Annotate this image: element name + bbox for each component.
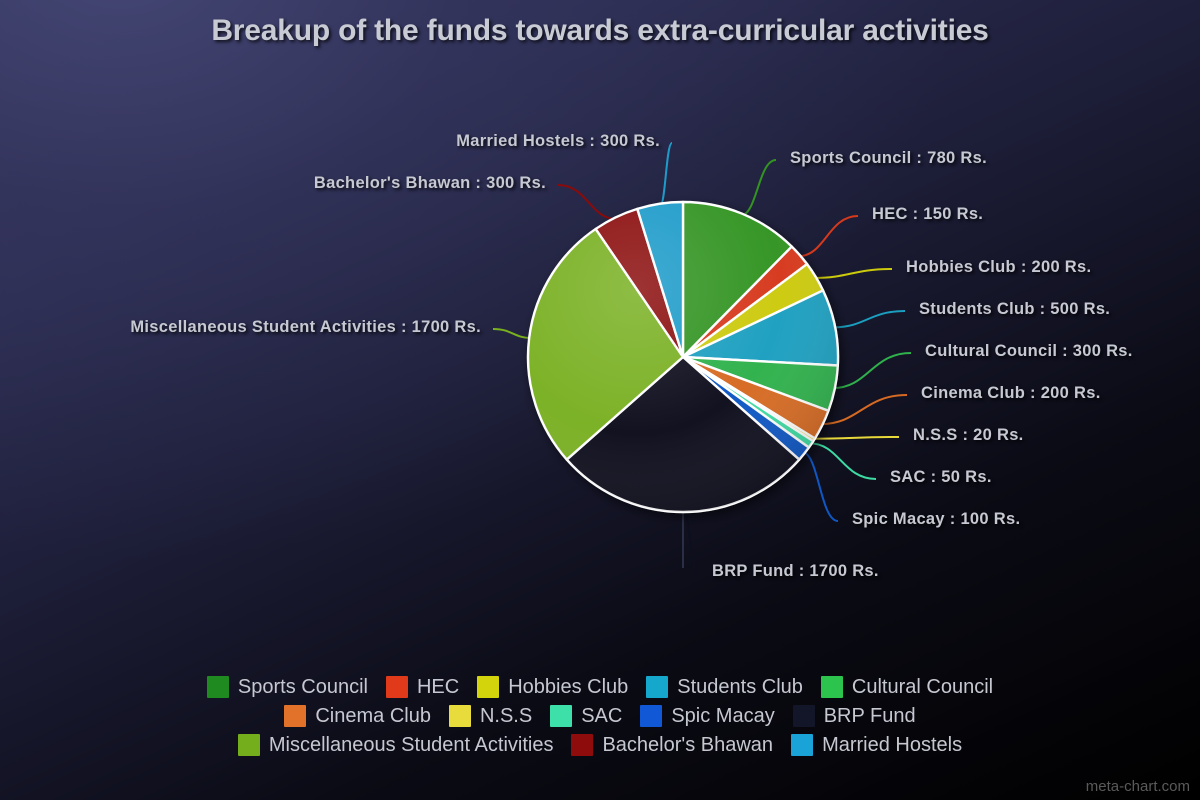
legend-item[interactable]: N.S.S — [448, 704, 533, 727]
legend-swatch-icon — [448, 704, 471, 727]
legend-label: Hobbies Club — [508, 675, 629, 698]
callout-cinema-club: Cinema Club : 200 Rs. — [921, 384, 1101, 402]
legend-label: Married Hostels — [822, 733, 963, 756]
legend-label: Sports Council — [237, 675, 368, 698]
legend: Sports Council HEC Hobbies Club Students Cl… — [0, 672, 1200, 759]
callout-sac: SAC : 50 Rs. — [890, 468, 992, 486]
legend-label: Miscellaneous Student Activities — [268, 733, 554, 756]
callout-students-club: Students Club : 500 Rs. — [919, 300, 1111, 318]
leader-line-students-club — [833, 310, 906, 329]
callout-hec: HEC : 150 Rs. — [872, 205, 984, 223]
legend-item[interactable]: HEC — [385, 675, 460, 698]
leader-line-cultural-council — [832, 352, 912, 390]
legend-label: Bachelor's Bhawan — [602, 733, 774, 756]
legend-label: Cultural Council — [851, 675, 994, 698]
leader-line-cinema-club — [820, 394, 908, 426]
legend-item[interactable]: Cultural Council — [820, 675, 994, 698]
legend-item[interactable]: Married Hostels — [791, 733, 963, 756]
legend-item[interactable]: SAC — [550, 704, 623, 727]
legend-label: Cinema Club — [315, 704, 431, 727]
legend-swatch-icon — [792, 704, 815, 727]
legend-swatch-icon — [791, 733, 814, 756]
legend-item[interactable]: Sports Council — [206, 675, 368, 698]
legend-label: N.S.S — [479, 704, 533, 727]
legend-swatch-icon — [640, 704, 663, 727]
leader-line-miscellaneous — [492, 328, 532, 339]
leader-line-sports-council — [740, 159, 777, 217]
leader-line-spic-macay — [802, 451, 839, 522]
legend-item[interactable]: Spic Macay — [640, 704, 775, 727]
callout-cultural-council: Cultural Council : 300 Rs. — [925, 342, 1133, 360]
legend-label: SAC — [581, 704, 623, 727]
legend-item[interactable]: Cinema Club — [284, 704, 431, 727]
callout-brp-fund: BRP Fund : 1700 Rs. — [712, 562, 879, 580]
legend-item[interactable]: BRP Fund — [792, 704, 916, 727]
leader-line-nss — [812, 436, 900, 440]
legend-item[interactable]: Miscellaneous Student Activities — [237, 733, 554, 756]
legend-swatch-icon — [206, 675, 229, 698]
legend-item[interactable]: Hobbies Club — [477, 675, 629, 698]
legend-swatch-icon — [571, 733, 594, 756]
legend-item[interactable]: Students Club — [646, 675, 803, 698]
legend-item[interactable]: Bachelor's Bhawan — [571, 733, 774, 756]
legend-swatch-icon — [284, 704, 307, 727]
callout-miscellaneous: Miscellaneous Student Activities : 1700 … — [130, 318, 481, 336]
legend-row: Miscellaneous Student Activities Bachelor… — [0, 730, 1200, 759]
legend-row: Cinema Club N.S.S SAC Spic Macay BRP Fund — [0, 701, 1200, 730]
legend-label: Students Club — [677, 675, 803, 698]
watermark: meta-chart.com — [1085, 778, 1190, 795]
leader-line-sac — [809, 442, 877, 480]
legend-swatch-icon — [237, 733, 260, 756]
page-title: Breakup of the funds towards extra-curri… — [211, 14, 989, 47]
callout-sports-council: Sports Council : 780 Rs. — [790, 149, 987, 167]
legend-label: Spic Macay — [671, 704, 775, 727]
leader-line-hobbies-club — [813, 268, 893, 279]
leader-line-bachelors-bhawan — [557, 184, 617, 221]
callout-married-hostels: Married Hostels : 300 Rs. — [456, 132, 660, 150]
leader-line-married-hostels — [659, 142, 673, 207]
pie-slices — [526, 200, 840, 514]
legend-swatch-icon — [646, 675, 669, 698]
legend-label: BRP Fund — [823, 704, 916, 727]
legend-swatch-icon — [385, 675, 408, 698]
leader-line-hec — [798, 215, 859, 258]
callout-bachelors-bhawan: Bachelor's Bhawan : 300 Rs. — [313, 174, 546, 192]
callout-hobbies-club: Hobbies Club : 200 Rs. — [906, 258, 1092, 276]
callout-nss: N.S.S : 20 Rs. — [913, 426, 1024, 444]
legend-swatch-icon — [550, 704, 573, 727]
legend-swatch-icon — [820, 675, 843, 698]
legend-row: Sports Council HEC Hobbies Club Students Cl… — [0, 672, 1200, 701]
leader-line-brp-fund — [682, 509, 699, 574]
legend-swatch-icon — [477, 675, 500, 698]
callout-spic-macay: Spic Macay : 100 Rs. — [852, 510, 1021, 528]
legend-label: HEC — [416, 675, 460, 698]
